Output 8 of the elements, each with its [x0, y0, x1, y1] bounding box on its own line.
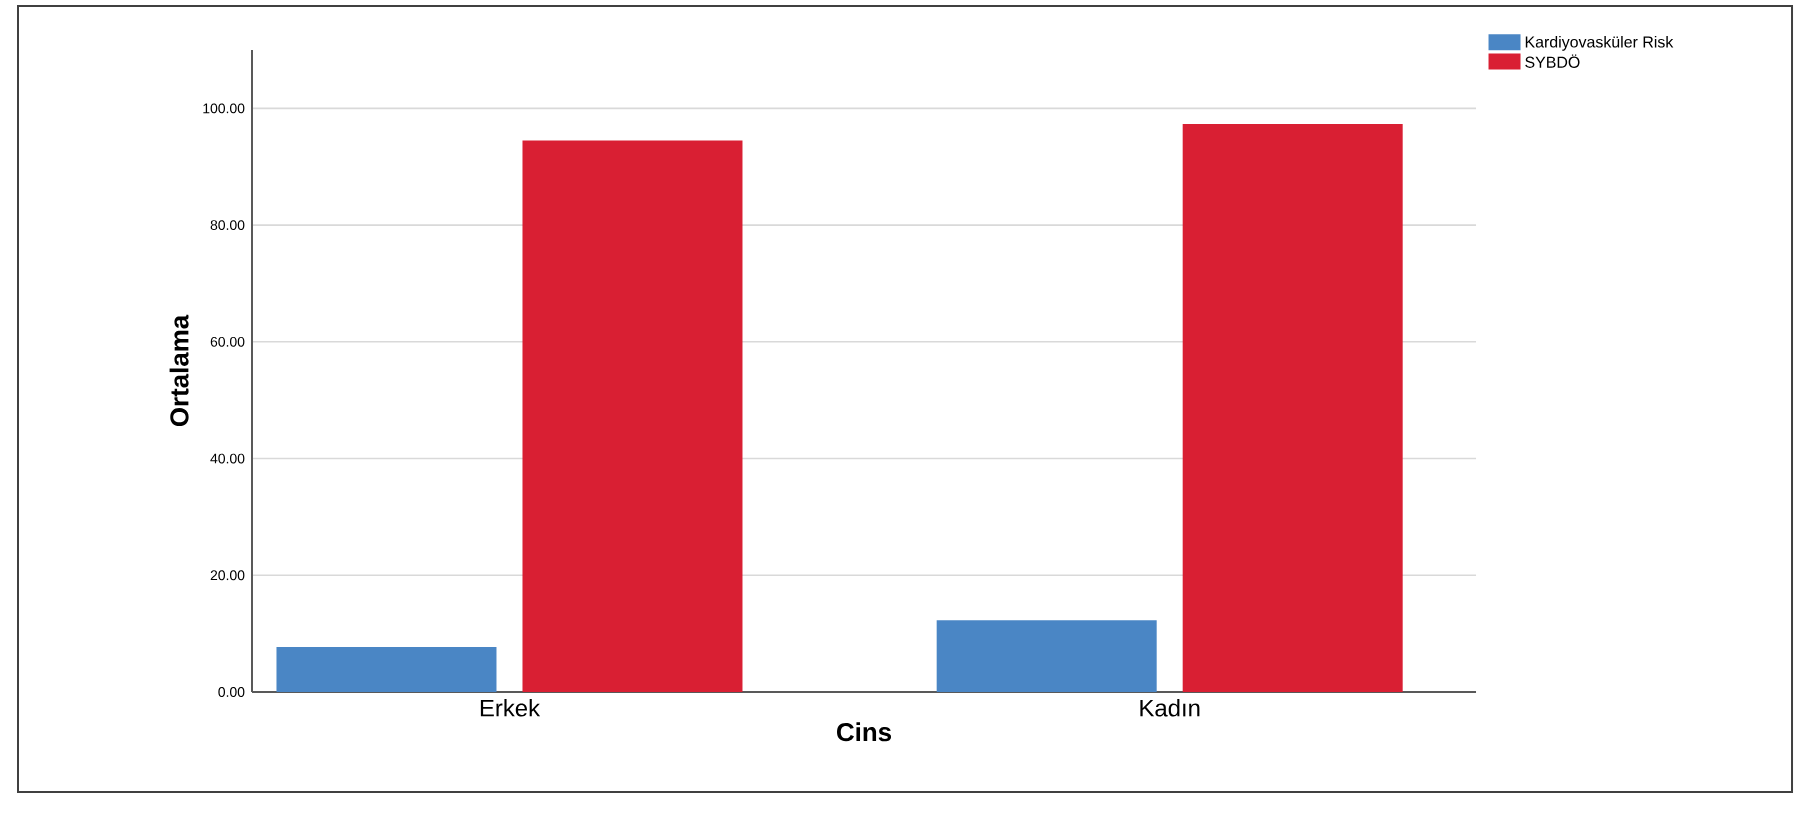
bar [936, 620, 1157, 692]
bar [276, 647, 497, 692]
x-axis-title: Cins [837, 722, 892, 742]
bar [1182, 124, 1403, 692]
x-tick-label: Erkek [480, 699, 541, 717]
y-axis-title: Ortalama [169, 314, 189, 427]
bar [522, 140, 743, 692]
x-tick-label: Kadın [1140, 699, 1200, 717]
